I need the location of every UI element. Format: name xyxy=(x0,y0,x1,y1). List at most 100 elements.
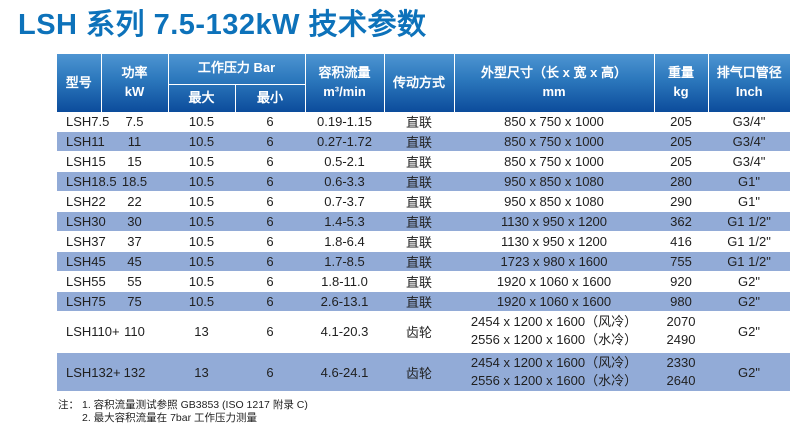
cell-pressure-min: 6 xyxy=(235,311,306,353)
cell-weight: 2070 2490 xyxy=(654,311,709,353)
cell-flow: 1.7-8.5 xyxy=(305,251,385,272)
cell-weight: 290 xyxy=(654,191,709,212)
cell-power: 15 xyxy=(101,151,168,172)
col-header-flow-line2: m³/min xyxy=(323,84,366,99)
weight-line-water-cooled: 2490 xyxy=(666,332,696,347)
cell-weight: 920 xyxy=(654,271,709,292)
cell-flow: 0.6-3.3 xyxy=(305,171,385,192)
cell-flow: 1.8-6.4 xyxy=(305,231,385,252)
page-title: LSH 系列 7.5-132kW 技术参数 xyxy=(18,9,427,41)
cell-weight: 205 xyxy=(654,131,709,152)
table-row: LSH18.5 18.5 10.5 6 0.6-3.3 直联 950 x 850… xyxy=(57,171,791,192)
cell-model: LSH45 xyxy=(57,251,106,272)
cell-power: 75 xyxy=(101,291,168,312)
cell-drive: 直联 xyxy=(384,271,455,292)
header-row-1: 型号 功率 kW 工作压力 Bar 容积流量 m³/min 传动方式 外型尺寸（… xyxy=(57,54,791,112)
spec-table-container: 型号 功率 kW 工作压力 Bar 容积流量 m³/min 传动方式 外型尺寸（… xyxy=(57,54,811,394)
cell-outlet: G3/4" xyxy=(708,131,791,152)
dimension-line-air-cooled: 2454 x 1200 x 1600（风冷） xyxy=(470,355,638,370)
cell-weight: 755 xyxy=(654,251,709,272)
dimension-line-water-cooled: 2556 x 1200 x 1600（水冷） xyxy=(470,332,638,347)
cell-weight: 980 xyxy=(654,291,709,312)
col-header-pressure-group: 工作压力 Bar xyxy=(167,54,306,85)
weight-line-water-cooled: 2640 xyxy=(666,373,696,388)
cell-outlet: G1" xyxy=(708,191,791,212)
cell-pressure-min: 6 xyxy=(235,231,306,252)
cell-flow: 0.19-1.15 xyxy=(305,112,385,132)
cell-power: 132 xyxy=(101,351,168,394)
weight-line-air-cooled: 2330 xyxy=(666,355,696,370)
cell-pressure-min: 6 xyxy=(235,131,306,152)
table-row: LSH22 22 10.5 6 0.7-3.7 直联 950 x 850 x 1… xyxy=(57,191,791,212)
cell-drive: 直联 xyxy=(384,191,455,212)
cell-pressure-max: 10.5 xyxy=(168,112,235,132)
cell-flow: 2.6-13.1 xyxy=(305,291,385,312)
cell-pressure-min: 6 xyxy=(235,271,306,292)
cell-pressure-max: 13 xyxy=(168,311,235,353)
cell-weight: 416 xyxy=(654,231,709,252)
col-header-drive: 传动方式 xyxy=(383,54,455,112)
cell-pressure-max: 10.5 xyxy=(168,291,235,312)
cell-pressure-min: 6 xyxy=(235,291,306,312)
cell-dimensions: 850 x 750 x 1000 xyxy=(454,131,655,152)
table-row: LSH7.5 7.5 10.5 6 0.19-1.15 直联 850 x 750… xyxy=(57,112,791,132)
col-header-outlet-line2: Inch xyxy=(735,84,763,99)
cell-power: 30 xyxy=(101,211,168,232)
table-row: LSH45 45 10.5 6 1.7-8.5 直联 1723 x 980 x … xyxy=(57,251,791,272)
cell-pressure-min: 6 xyxy=(235,171,306,192)
cell-outlet: G2" xyxy=(708,291,791,312)
table-row: LSH15 15 10.5 6 0.5-2.1 直联 850 x 750 x 1… xyxy=(57,151,791,172)
col-header-power: 功率 kW xyxy=(100,54,168,112)
cell-power: 55 xyxy=(101,271,168,292)
cell-power: 37 xyxy=(101,231,168,252)
cell-power: 11 xyxy=(101,131,168,152)
table-row: LSH30 30 10.5 6 1.4-5.3 直联 1130 x 950 x … xyxy=(57,211,791,232)
cell-drive: 直联 xyxy=(384,151,455,172)
cell-model: LSH11 xyxy=(57,131,105,152)
table-header: 型号 功率 kW 工作压力 Bar 容积流量 m³/min 传动方式 外型尺寸（… xyxy=(57,54,791,112)
cell-power: 110 xyxy=(101,311,168,353)
cell-pressure-max: 10.5 xyxy=(168,231,235,252)
col-header-weight-line1: 重量 xyxy=(668,65,695,81)
cell-drive: 齿轮 xyxy=(384,351,455,394)
cell-dimensions: 850 x 750 x 1000 xyxy=(454,151,655,172)
cell-dimensions: 1920 x 1060 x 1600 xyxy=(454,291,655,312)
col-header-pressure-min: 最小 xyxy=(234,84,306,112)
cell-flow: 0.5-2.1 xyxy=(305,151,385,172)
cell-pressure-min: 6 xyxy=(235,211,306,232)
col-header-model: 型号 xyxy=(65,74,92,90)
cell-pressure-min: 6 xyxy=(235,112,306,132)
col-header-dimensions-line2: mm xyxy=(542,84,566,99)
cell-pressure-min: 6 xyxy=(235,251,306,272)
col-header-pressure-max: 最大 xyxy=(167,84,235,112)
cell-drive: 直联 xyxy=(384,131,455,152)
spec-table: 型号 功率 kW 工作压力 Bar 容积流量 m³/min 传动方式 外型尺寸（… xyxy=(57,54,791,394)
cell-model: LSH18.5 xyxy=(57,171,117,192)
cell-flow: 0.27-1.72 xyxy=(305,131,385,152)
cell-dimensions: 1920 x 1060 x 1600 xyxy=(454,271,655,292)
col-header-dimensions: 外型尺寸（长 x 宽 x 高） mm xyxy=(453,54,655,112)
dimension-line-air-cooled: 2454 x 1200 x 1600（风冷） xyxy=(470,314,638,329)
cell-weight: 2330 2640 xyxy=(654,351,709,394)
cell-outlet: G3/4" xyxy=(708,151,791,172)
cell-outlet: G3/4" xyxy=(708,112,791,132)
cell-power: 45 xyxy=(101,251,168,272)
cell-weight: 280 xyxy=(654,171,709,192)
cell-outlet: G2" xyxy=(708,271,791,292)
footnote-prefix: 注： xyxy=(58,399,79,411)
col-header-flow: 容积流量 m³/min xyxy=(304,54,385,112)
cell-model: LSH55 xyxy=(57,271,106,292)
cell-pressure-max: 10.5 xyxy=(168,131,235,152)
table-row: LSH75 75 10.5 6 2.6-13.1 直联 1920 x 1060 … xyxy=(57,291,791,312)
dimension-line-water-cooled: 2556 x 1200 x 1600（水冷） xyxy=(470,373,638,388)
col-header-weight-line2: kg xyxy=(673,84,689,99)
cell-drive: 直联 xyxy=(384,112,455,132)
cell-pressure-max: 10.5 xyxy=(168,171,235,192)
cell-flow: 1.8-11.0 xyxy=(305,271,385,292)
cell-dimensions: 950 x 850 x 1080 xyxy=(454,171,655,192)
cell-weight: 205 xyxy=(654,151,709,172)
cell-power: 7.5 xyxy=(101,112,168,132)
cell-dimensions: 1130 x 950 x 1200 xyxy=(454,211,655,232)
cell-pressure-min: 6 xyxy=(235,191,306,212)
cell-dimensions: 950 x 850 x 1080 xyxy=(454,191,655,212)
